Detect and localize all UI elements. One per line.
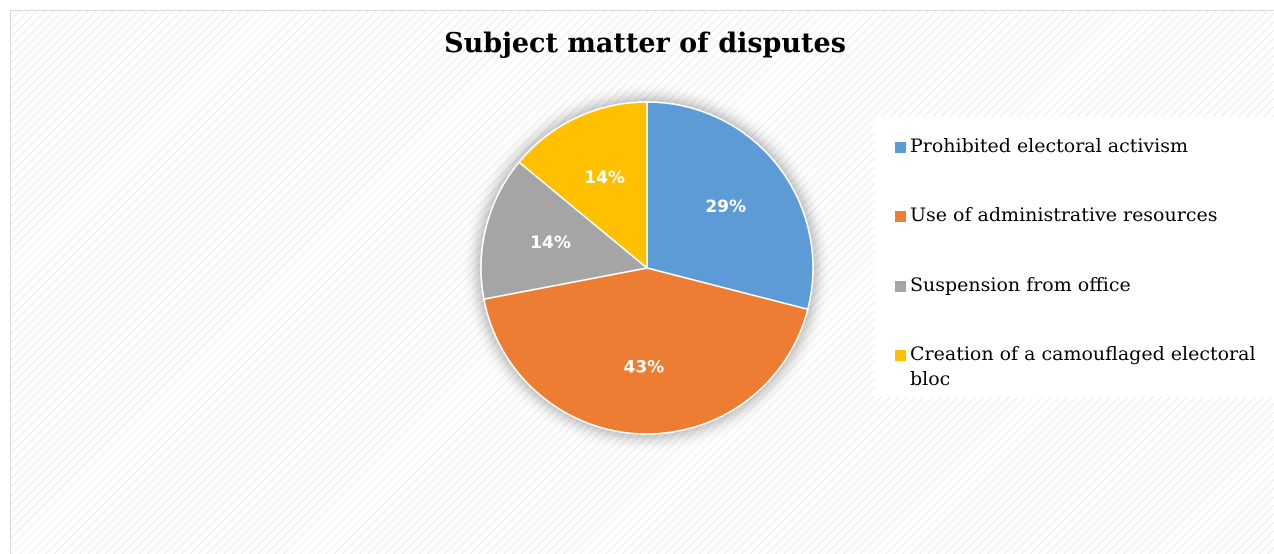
legend-label: Suspension from office [910,274,1131,296]
legend-swatch [895,350,906,361]
data-label-suspension-from-office: 14% [530,233,571,253]
legend-item-use-of-administrative-resources: Use of administrative resources [895,203,1272,228]
legend-swatch [895,281,906,292]
pie-slice-suspension-from-office [480,161,649,300]
legend-swatch [895,211,906,222]
legend-item-creation-of-a-camouflaged-electoral-bloc: Creation of a camouflaged electoral bloc [895,342,1272,392]
legend-label: Use of administrative resources [910,204,1218,226]
legend-label: Prohibited electoral activism [910,135,1189,157]
pie-slice-creation-of-a-camouflaged-electoral-bloc [518,101,648,270]
data-label-prohibited-electoral-activism: 29% [705,197,746,217]
chart-legend: Prohibited electoral activism Use of adm… [875,117,1274,397]
data-label-use-of-administrative-resources: 43% [624,358,665,378]
pie-slice-use-of-administrative-resources [483,267,809,435]
legend-item-prohibited-electoral-activism: Prohibited electoral activism [895,134,1272,159]
chart-title: Subject matter of disputes [444,28,846,59]
legend-item-suspension-from-office: Suspension from office [895,273,1272,298]
pie-slice-prohibited-electoral-activism [646,101,814,311]
legend-swatch [895,142,906,153]
legend-label: Creation of a camouflaged electoral bloc [910,343,1256,390]
data-label-creation-of-a-camouflaged-electoral-bloc: 14% [584,168,625,188]
